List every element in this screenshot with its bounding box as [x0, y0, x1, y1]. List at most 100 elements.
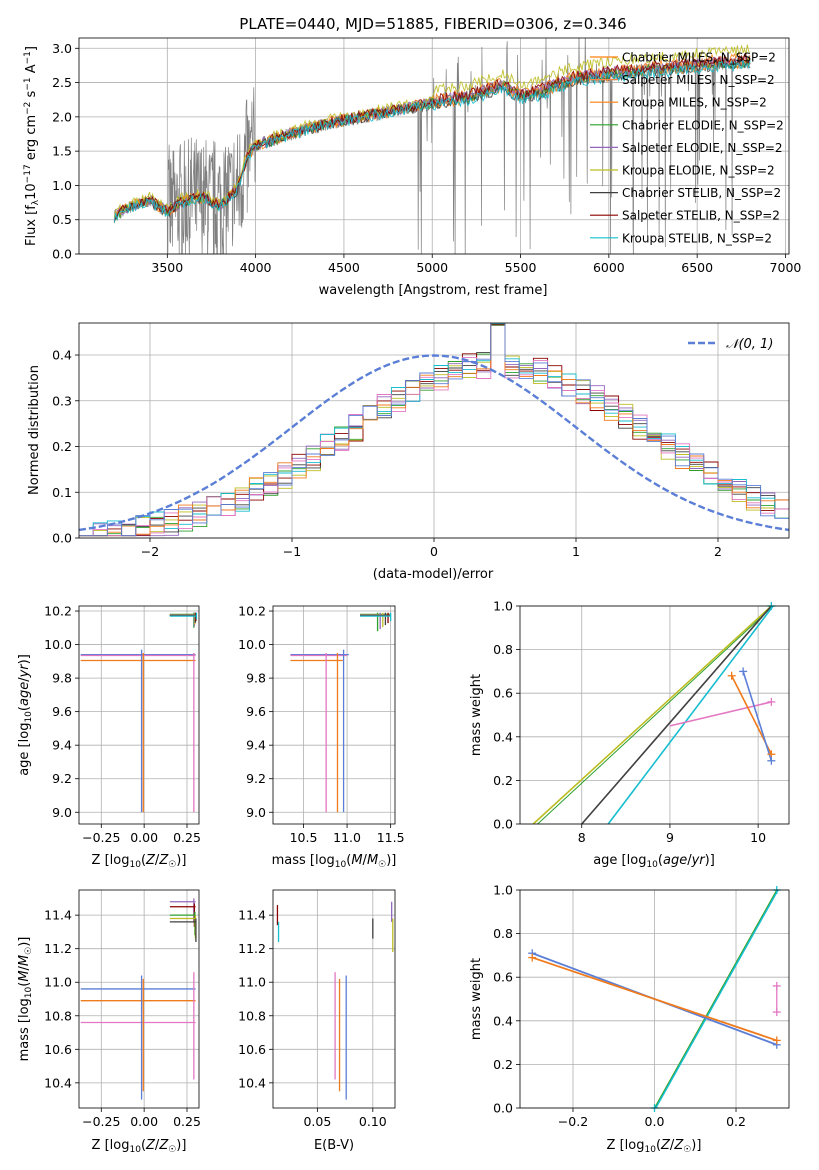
y-tick-label: 9.8 — [246, 671, 266, 686]
y-tick-label: 11.0 — [44, 975, 72, 990]
z-weight-xlabel: Z [log10(Z/Z☉)] — [607, 1138, 702, 1155]
y-tick-label: 9.6 — [52, 704, 72, 719]
z-age-content: −0.25 0.00 0.25 9.0 9.2 9.4 9.6 9.8 10.0 10.2 — [44, 604, 201, 845]
y-tick-label: 0.5 — [52, 212, 72, 227]
y-tick-label: 2.0 — [52, 109, 72, 124]
x-tick-label: 0.25 — [173, 1114, 201, 1129]
y-tick-label: 0.0 — [493, 817, 513, 832]
spectrum-panel: PLATE=0440, MJD=51885, FIBERID=0306, z=0… — [23, 15, 801, 298]
normal-legend-label: 𝒩(0, 1) — [726, 337, 773, 352]
y-tick-label: 9.4 — [52, 738, 72, 753]
y-tick-label: 10.2 — [238, 604, 266, 619]
y-tick-label: 10.4 — [44, 1075, 72, 1090]
x-tick-label: 11.0 — [333, 830, 361, 845]
spectrum-data — [113, 38, 751, 254]
x-tick-label: 1 — [572, 544, 580, 559]
y-tick-label: 11.4 — [44, 908, 72, 923]
y-tick-label: 0.6 — [493, 970, 513, 985]
legend-entry-label: Kroupa MILES, N_SSP=2 — [622, 96, 767, 110]
ebv-mass-panel: 0.05 0.10 10.4 10.6 10.8 11.0 11.2 11.4 E(B-V) — [238, 889, 396, 1153]
x-tick-label: 0.2 — [726, 1114, 746, 1129]
x-tick-label: 0.10 — [359, 1114, 387, 1129]
y-tick-label: 10.8 — [238, 1008, 266, 1023]
age-weight-panel: 8 9 10 0.0 0.2 0.4 0.6 0.8 1.0 age [log10(age/yr… — [469, 599, 790, 870]
age-weight-line — [581, 605, 772, 825]
x-tick-label: −0.25 — [82, 830, 120, 845]
legend-entry-label: Chabrier MILES, N_SSP=2 — [622, 51, 776, 65]
spectrum-legend: Chabrier MILES, N_SSP=2 Salpeter MILES, N… — [590, 51, 784, 245]
x-tick-label: 7000 — [770, 260, 802, 275]
y-tick-label: 10.6 — [44, 1042, 72, 1057]
mass-age-xlabel: mass [log10(M/M☉)] — [272, 853, 397, 870]
x-tick-label: −2 — [141, 544, 159, 559]
y-tick-label: 9.4 — [246, 738, 266, 753]
y-tick-label: 0.3 — [52, 393, 72, 408]
x-tick-label: 10 — [750, 830, 766, 845]
residual-grid: −2 −1 0 1 2 0.0 0.1 0.2 0.3 0.4 — [52, 323, 789, 559]
spectrum-axes-frame — [78, 37, 790, 255]
z-mass-ylabel: mass [log10(M/M☉)] — [17, 937, 34, 1062]
z-age-xlabel: Z [log10(Z/Z☉)] — [92, 853, 187, 870]
age-weight-content: 8 9 10 0.0 0.2 0.4 0.6 0.8 1.0 — [493, 599, 789, 845]
age-weight-line — [532, 605, 772, 825]
x-tick-label: 0 — [430, 544, 438, 559]
model-spectrum-line — [113, 44, 751, 219]
y-tick-label: 0.0 — [493, 1101, 513, 1116]
mass-age-content: 10.5 11.0 11.5 9.0 9.2 9.4 9.6 9.8 10.0 10.2 — [238, 604, 404, 845]
z-age-ylabel: age [log10(age/yr)] — [17, 654, 34, 776]
legend-entry-label: Salpeter ELODIE, N_SSP=2 — [622, 141, 783, 155]
x-tick-label: −1 — [283, 544, 301, 559]
y-tick-label: 11.2 — [238, 941, 266, 956]
legend-entry-label: Salpeter STELIB, N_SSP=2 — [622, 209, 780, 223]
x-tick-label: −0.25 — [82, 1114, 120, 1129]
y-tick-label: 11.2 — [44, 941, 72, 956]
residual-axes-frame — [78, 322, 790, 539]
y-tick-label: 9.0 — [246, 805, 266, 820]
x-tick-label: 9 — [666, 830, 674, 845]
x-tick-label: 0.05 — [303, 1114, 331, 1129]
y-tick-label: 10.8 — [44, 1008, 72, 1023]
legend-entry-label: Salpeter MILES, N_SSP=2 — [622, 73, 775, 87]
ebv-mass-axes-frame — [272, 889, 396, 1109]
y-tick-label: 0.4 — [52, 348, 72, 363]
ebv-mass-content: 0.05 0.10 10.4 10.6 10.8 11.0 11.2 11.4 — [238, 890, 395, 1129]
age-weight-line — [607, 605, 774, 825]
residual-histogram-line — [79, 323, 789, 537]
y-tick-label: 2.5 — [52, 75, 72, 90]
y-tick-label: 10.2 — [44, 604, 72, 619]
z-age-axes-frame — [78, 605, 200, 825]
y-tick-label: 0.4 — [493, 729, 513, 744]
y-tick-label: 1.0 — [493, 599, 513, 614]
mass-age-panel: 10.5 11.0 11.5 9.0 9.2 9.4 9.6 9.8 10.0 10.2 mass… — [238, 604, 404, 870]
z-weight-line — [655, 889, 779, 1109]
x-tick-label: 6500 — [681, 260, 713, 275]
y-tick-label: 9.2 — [246, 771, 266, 786]
legend-entry-label: Kroupa STELIB, N_SSP=2 — [622, 231, 772, 245]
model-spectrum-line — [113, 60, 751, 223]
z-weight-line — [654, 889, 778, 1109]
spectrum-ylabel: Flux [fλ10−17 erg cm−2 s−1 A−1] — [23, 46, 41, 246]
spectrum-title: PLATE=0440, MJD=51885, FIBERID=0306, z=0… — [239, 15, 626, 33]
y-tick-label: 0.2 — [493, 773, 513, 788]
x-tick-label: 6000 — [593, 260, 625, 275]
x-tick-label: 4500 — [328, 260, 360, 275]
residual-data — [79, 323, 789, 537]
legend-entry-label: Kroupa ELODIE, N_SSP=2 — [622, 164, 775, 178]
z-weight-ylabel: mass weight — [469, 958, 484, 1040]
z-mass-content: −0.25 0.00 0.25 10.4 10.6 10.8 11.0 11.2 11.4 — [44, 890, 201, 1129]
residual-histogram-line — [79, 323, 789, 537]
z-mass-xlabel: Z [log10(Z/Z☉)] — [92, 1138, 187, 1155]
x-tick-label: 3500 — [151, 260, 183, 275]
residual-xlabel: (data-model)/error — [373, 567, 494, 582]
z-mass-axes-frame — [78, 889, 200, 1109]
age-weight-line — [537, 605, 774, 825]
z-weight-axes-frame — [519, 889, 790, 1109]
y-tick-label: 0.2 — [52, 439, 72, 454]
y-tick-label: 10.0 — [238, 637, 266, 652]
z-age-panel: −0.25 0.00 0.25 9.0 9.2 9.4 9.6 9.8 10.0 10.2 Z [… — [17, 604, 201, 870]
x-tick-label: 0.25 — [173, 830, 201, 845]
y-tick-label: 3.0 — [52, 41, 72, 56]
y-tick-label: 0.0 — [52, 531, 72, 546]
residual-panel: −2 −1 0 1 2 0.0 0.1 0.2 0.3 0.4 (data-model)/erro… — [27, 322, 790, 582]
